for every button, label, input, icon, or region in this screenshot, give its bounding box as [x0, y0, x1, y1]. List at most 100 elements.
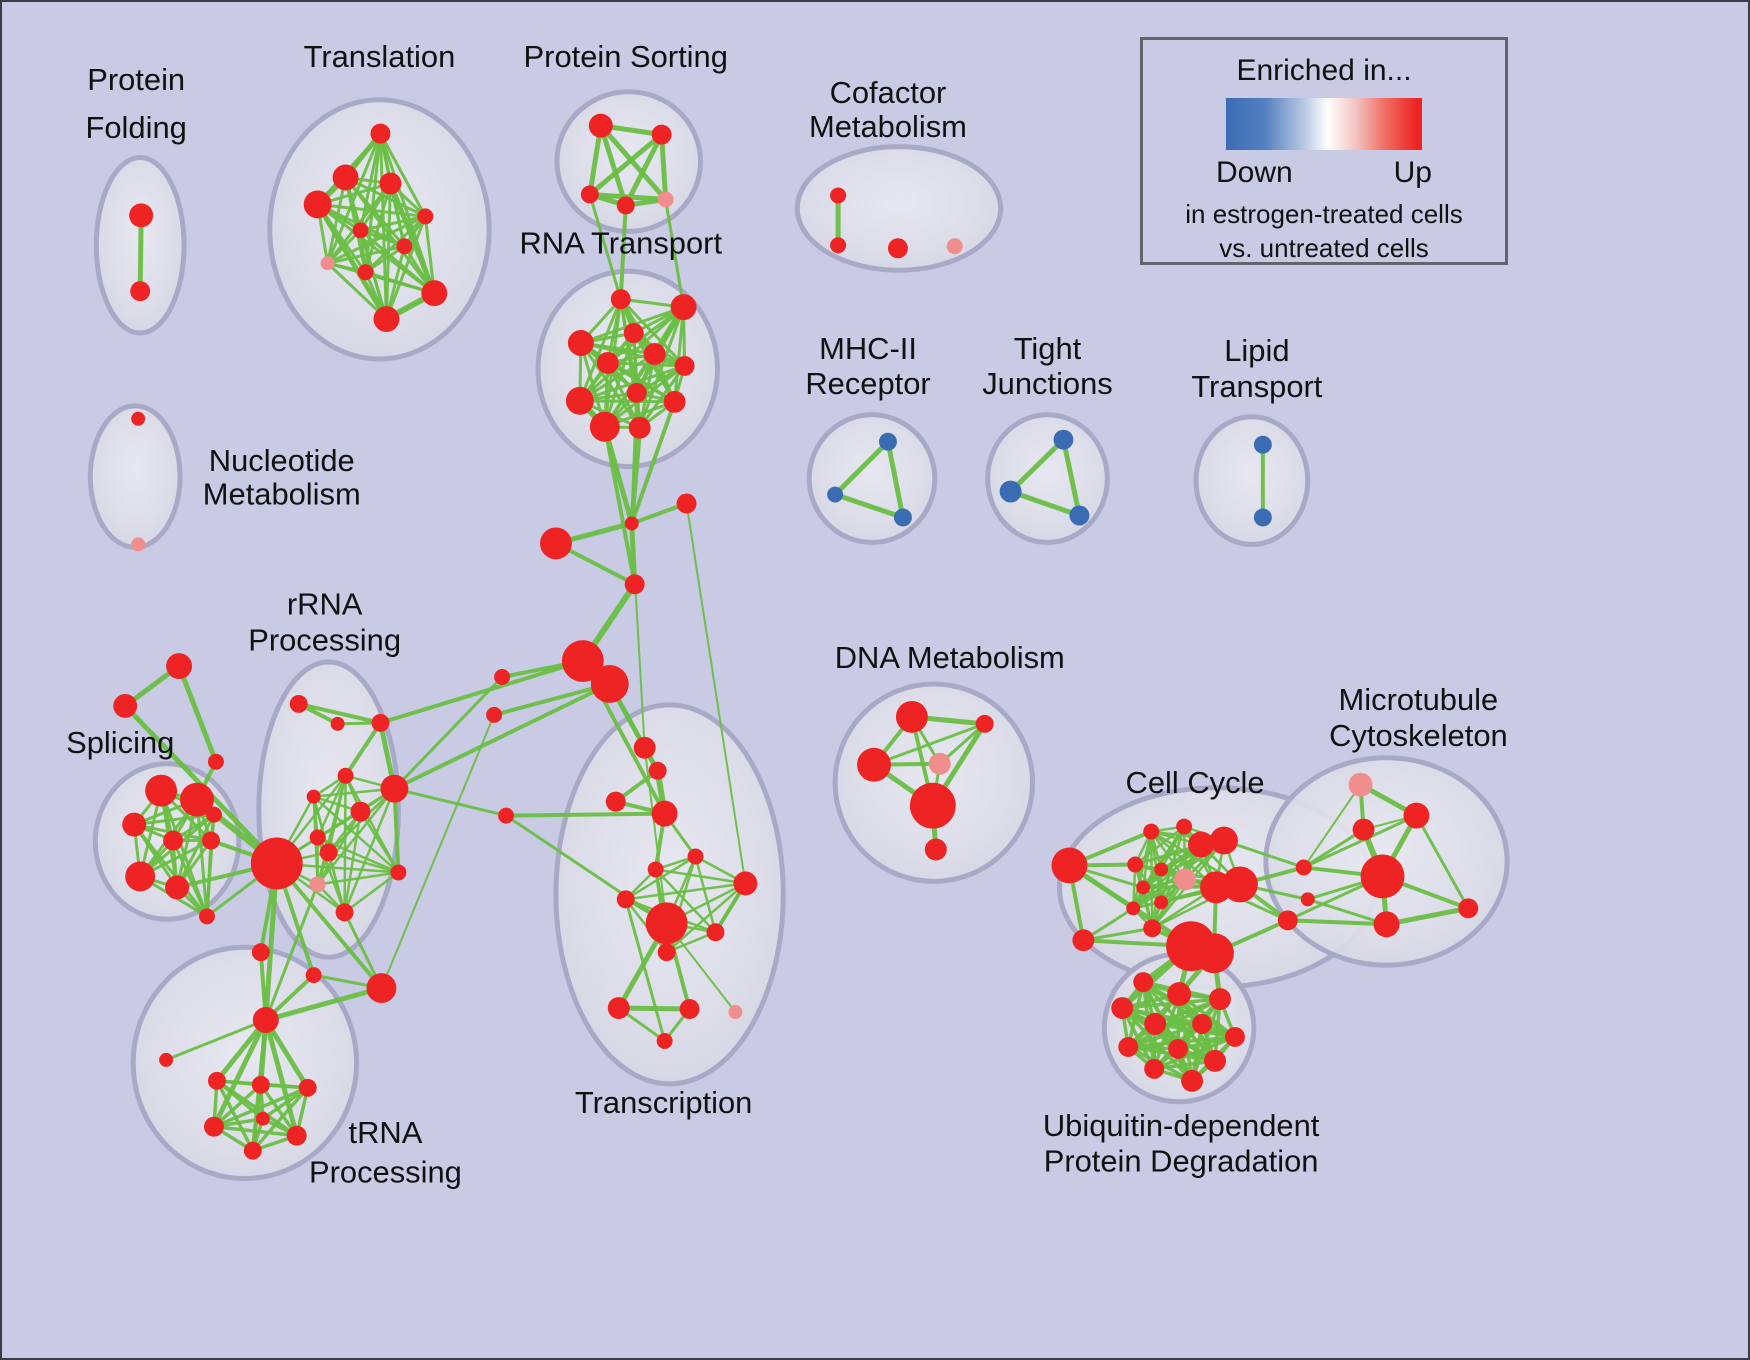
node-cc20[interactable]: [1277, 910, 1298, 931]
node-sp2[interactable]: [180, 782, 214, 817]
node-cf1[interactable]: [830, 187, 847, 204]
node-st2[interactable]: [113, 693, 138, 718]
node-ub7[interactable]: [1224, 1026, 1245, 1047]
node-dm1[interactable]: [895, 700, 928, 733]
node-rr10[interactable]: [250, 837, 303, 890]
node-tx1[interactable]: [633, 736, 656, 759]
node-tl5[interactable]: [417, 208, 434, 225]
node-tr4[interactable]: [251, 1075, 270, 1094]
node-mt6[interactable]: [1373, 911, 1400, 938]
node-mt2[interactable]: [1403, 802, 1430, 829]
node-ps1[interactable]: [588, 113, 613, 138]
node-ub3[interactable]: [1209, 988, 1231, 1011]
node-cc10[interactable]: [1154, 895, 1169, 910]
node-rt12[interactable]: [628, 416, 651, 439]
node-ps2[interactable]: [651, 124, 672, 145]
node-tx3[interactable]: [605, 791, 626, 812]
node-ub11[interactable]: [1144, 1058, 1165, 1079]
node-sp3[interactable]: [122, 812, 147, 837]
node-sp7[interactable]: [125, 861, 156, 892]
node-tx4[interactable]: [651, 800, 678, 827]
node-rr2[interactable]: [330, 716, 345, 731]
node-rr1[interactable]: [289, 694, 308, 713]
node-tx15[interactable]: [728, 1005, 743, 1019]
node-cc15[interactable]: [1221, 866, 1258, 903]
node-ub4[interactable]: [1111, 997, 1134, 1019]
node-lp2[interactable]: [1253, 508, 1272, 527]
node-tr2[interactable]: [159, 1052, 174, 1067]
node-tx8[interactable]: [616, 890, 635, 909]
node-ub6[interactable]: [1192, 1014, 1213, 1034]
node-tl6[interactable]: [352, 222, 369, 239]
node-mt3[interactable]: [1352, 818, 1375, 841]
node-tx14[interactable]: [679, 999, 700, 1019]
node-ub5[interactable]: [1144, 1013, 1167, 1035]
node-cc2[interactable]: [1072, 929, 1095, 952]
node-cc8[interactable]: [1136, 880, 1151, 895]
node-ub1[interactable]: [1133, 972, 1154, 993]
node-tx16[interactable]: [656, 1032, 673, 1049]
node-cc6[interactable]: [1154, 862, 1169, 877]
node-st1[interactable]: [166, 653, 193, 680]
node-tx13[interactable]: [607, 997, 630, 1019]
node-tl11[interactable]: [373, 306, 400, 333]
node-cn2[interactable]: [676, 493, 697, 514]
node-rt4[interactable]: [623, 323, 644, 343]
node-dm5[interactable]: [909, 782, 956, 829]
node-rr9[interactable]: [319, 843, 338, 862]
node-dm3[interactable]: [857, 747, 891, 782]
node-rr12[interactable]: [335, 903, 354, 922]
node-nm2[interactable]: [131, 537, 146, 552]
node-ub12[interactable]: [1181, 1069, 1204, 1092]
node-rt3[interactable]: [567, 330, 594, 356]
node-sp8[interactable]: [165, 875, 190, 900]
node-sp5[interactable]: [201, 831, 220, 850]
node-cn5[interactable]: [561, 640, 604, 682]
node-cf2[interactable]: [830, 237, 847, 254]
node-nm1[interactable]: [131, 411, 146, 426]
node-tr1[interactable]: [252, 1007, 279, 1033]
node-ub10[interactable]: [1204, 1049, 1226, 1072]
node-tl7[interactable]: [396, 238, 413, 255]
node-br2[interactable]: [1300, 892, 1315, 907]
node-cn6[interactable]: [590, 665, 629, 703]
node-rr8[interactable]: [309, 829, 326, 846]
node-tl10[interactable]: [421, 280, 448, 307]
node-mh2[interactable]: [827, 486, 844, 503]
node-rr14[interactable]: [251, 943, 270, 962]
node-cc11[interactable]: [1143, 919, 1162, 938]
node-pf2[interactable]: [130, 281, 151, 302]
node-tr7[interactable]: [286, 1125, 307, 1146]
node-tl1[interactable]: [370, 123, 391, 144]
node-tx7[interactable]: [647, 861, 664, 878]
node-rr13[interactable]: [305, 967, 322, 984]
node-cc13[interactable]: [1210, 826, 1238, 855]
node-tj1[interactable]: [1053, 429, 1074, 450]
node-tx11[interactable]: [706, 923, 725, 942]
node-tl9[interactable]: [357, 264, 374, 281]
node-mt4[interactable]: [1360, 854, 1405, 899]
node-cc3[interactable]: [1143, 823, 1160, 840]
node-tx2[interactable]: [648, 761, 667, 780]
node-sp9[interactable]: [198, 908, 215, 925]
node-tl4[interactable]: [303, 190, 332, 219]
node-rr11[interactable]: [309, 876, 326, 893]
node-tl8[interactable]: [320, 256, 335, 271]
node-tr5[interactable]: [298, 1078, 317, 1097]
node-rt6[interactable]: [596, 351, 619, 374]
node-cf4[interactable]: [946, 238, 963, 255]
node-cn3[interactable]: [539, 527, 572, 560]
node-pf1[interactable]: [129, 203, 154, 228]
node-rr3[interactable]: [371, 713, 390, 732]
node-cc7[interactable]: [1174, 868, 1197, 891]
node-ps4[interactable]: [616, 196, 635, 215]
node-tl3[interactable]: [379, 172, 402, 195]
node-tr8[interactable]: [243, 1141, 262, 1160]
node-cf3[interactable]: [887, 238, 908, 259]
node-tx6[interactable]: [687, 848, 704, 865]
node-ps3[interactable]: [580, 185, 599, 204]
node-tr3[interactable]: [207, 1071, 226, 1090]
node-dm6[interactable]: [924, 838, 947, 861]
node-tj3[interactable]: [1069, 505, 1090, 526]
node-sp6[interactable]: [205, 806, 222, 823]
